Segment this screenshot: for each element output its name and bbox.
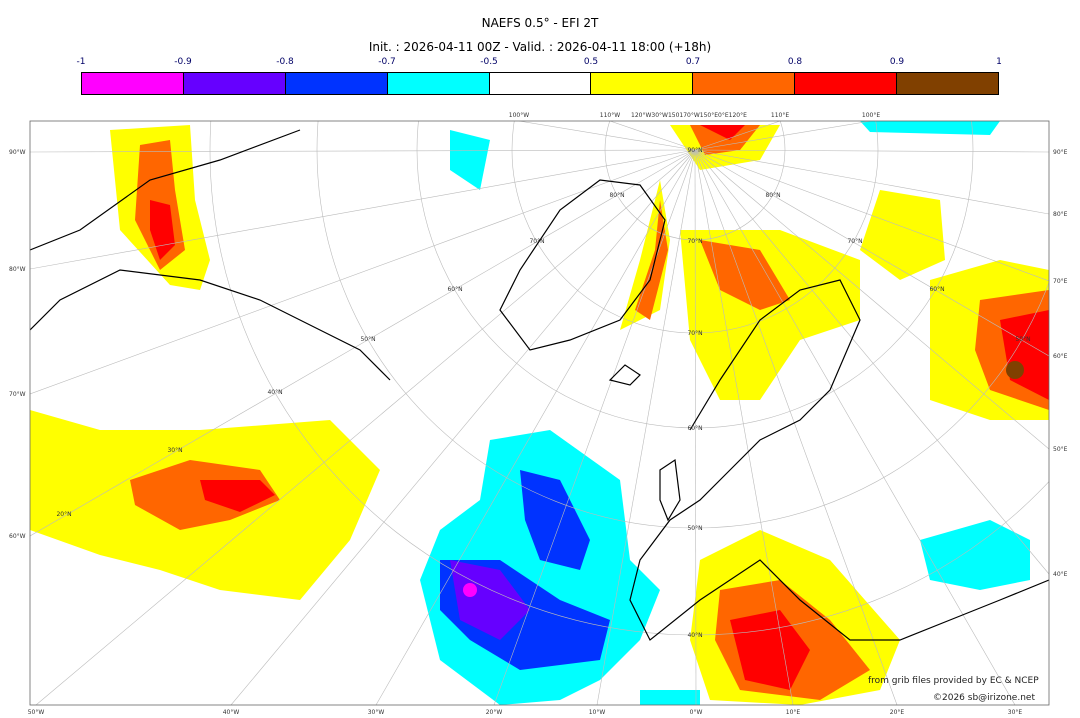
colorbar-segment <box>285 73 388 94</box>
lat-label: 50°N <box>687 525 702 532</box>
lon-label-left: 60°W <box>9 533 26 540</box>
lon-label-left: 70°W <box>9 391 26 398</box>
lon-label-right: 60°E <box>1053 353 1068 360</box>
meridian <box>35 149 696 705</box>
meridian <box>30 149 696 537</box>
lat-label: 20°N <box>56 511 71 518</box>
coastlines <box>30 129 1049 641</box>
lon-label-bottom: 40°W <box>223 709 240 716</box>
meridian <box>596 149 696 705</box>
meridian <box>30 149 696 395</box>
meridian <box>30 149 696 270</box>
colorbar-segment <box>897 73 999 94</box>
colorbar-tick: -0.7 <box>378 57 396 67</box>
lat-label: 70°N <box>847 238 862 245</box>
meridian <box>230 149 696 705</box>
graticule <box>30 121 1049 705</box>
colorbar-segment <box>693 73 796 94</box>
lon-label-bottom: 50°W <box>28 709 45 716</box>
colorbar-tick: 0.7 <box>685 57 701 67</box>
meridian <box>694 121 781 151</box>
colorbar-tick: -0.8 <box>276 57 294 67</box>
meridian <box>609 121 696 151</box>
lon-label-bottom: 10°E <box>786 709 801 716</box>
colorbar-segment <box>82 73 184 94</box>
meridian <box>518 121 696 151</box>
colorbar-tick: -1 <box>76 57 86 67</box>
source-credit: from grib files provided by EC & NCEP <box>868 676 1039 686</box>
meridian <box>375 149 696 705</box>
lon-label-left: 80°W <box>9 266 26 273</box>
meridian <box>694 149 697 705</box>
colorbar <box>81 72 999 95</box>
meridian <box>694 121 872 151</box>
lon-label-top: 110°W <box>600 112 620 119</box>
colorbar-segment <box>795 73 898 94</box>
lon-label-top: 100°E <box>862 112 880 119</box>
lat-label: 40°N <box>687 632 702 639</box>
lat-label: 60°N <box>447 286 462 293</box>
lon-label-right: 80°E <box>1053 211 1068 218</box>
colorbar-tick: 1 <box>996 57 1002 67</box>
lat-label: 70°N <box>687 330 702 337</box>
colorbar-segment <box>183 73 286 94</box>
lat-label: 70°N <box>529 238 544 245</box>
meridian <box>694 149 1049 215</box>
lat-label: 30°N <box>167 447 182 454</box>
lon-label-bottom: 30°E <box>1008 709 1023 716</box>
lon-label-left: 90°W <box>9 149 26 156</box>
meridian <box>30 149 696 153</box>
colorbar-segment <box>591 73 694 94</box>
lat-label: 40°N <box>267 389 282 396</box>
lon-label-bottom: 20°E <box>890 709 905 716</box>
meridian <box>493 149 696 705</box>
lon-label-right: 90°E <box>1053 149 1068 156</box>
efi-field-cold <box>420 121 1030 705</box>
lon-label-top: 120°W30°W150170°W150°E0°E120°E <box>631 112 747 119</box>
lat-label: 60°N <box>687 425 702 432</box>
lon-label-top: 110°E <box>771 112 789 119</box>
meridian <box>694 149 1049 357</box>
lon-label-right: 40°E <box>1053 571 1068 578</box>
colorbar-tick: -0.5 <box>480 57 498 67</box>
colorbar-tick: -0.9 <box>174 57 192 67</box>
map-frame <box>29 120 1050 706</box>
meridian <box>694 149 794 705</box>
lat-label: 60°N <box>929 286 944 293</box>
copyright: ©2026 sb@irizone.net <box>933 693 1035 703</box>
colorbar-segment <box>387 73 490 94</box>
meridian <box>694 149 1049 450</box>
lon-label-right: 50°E <box>1053 446 1068 453</box>
meridian <box>694 149 1049 153</box>
lon-label-bottom: 30°W <box>368 709 385 716</box>
lat-label: 80°N <box>765 192 780 199</box>
lat-label: 50°N <box>360 336 375 343</box>
colorbar-tick: 0.9 <box>889 57 905 67</box>
meridian <box>694 149 1016 705</box>
lat-label: 70°N <box>687 238 702 245</box>
map-title: NAEFS 0.5° - EFI 2T <box>481 16 599 30</box>
lat-label: 50°N <box>1015 336 1030 343</box>
colorbar-tick: 0.8 <box>787 57 803 67</box>
map-subtitle: Init. : 2026-04-11 00Z - Valid. : 2026-0… <box>368 40 712 54</box>
lon-label-top: 100°W <box>509 112 529 119</box>
lat-label: 80°N <box>609 192 624 199</box>
colorbar-segment <box>489 73 592 94</box>
lon-label-bottom: 20°W <box>486 709 503 716</box>
efi-field-warm <box>30 125 1049 705</box>
lon-label-right: 70°E <box>1053 278 1068 285</box>
meridian <box>694 149 1049 575</box>
meridian <box>694 149 1049 282</box>
lon-label-bottom: 10°W <box>589 709 606 716</box>
lat-label: 90°N <box>687 147 702 154</box>
lon-label-bottom: 0°W <box>690 709 703 716</box>
colorbar-tick: 0.5 <box>583 57 599 67</box>
meridian <box>694 149 898 705</box>
